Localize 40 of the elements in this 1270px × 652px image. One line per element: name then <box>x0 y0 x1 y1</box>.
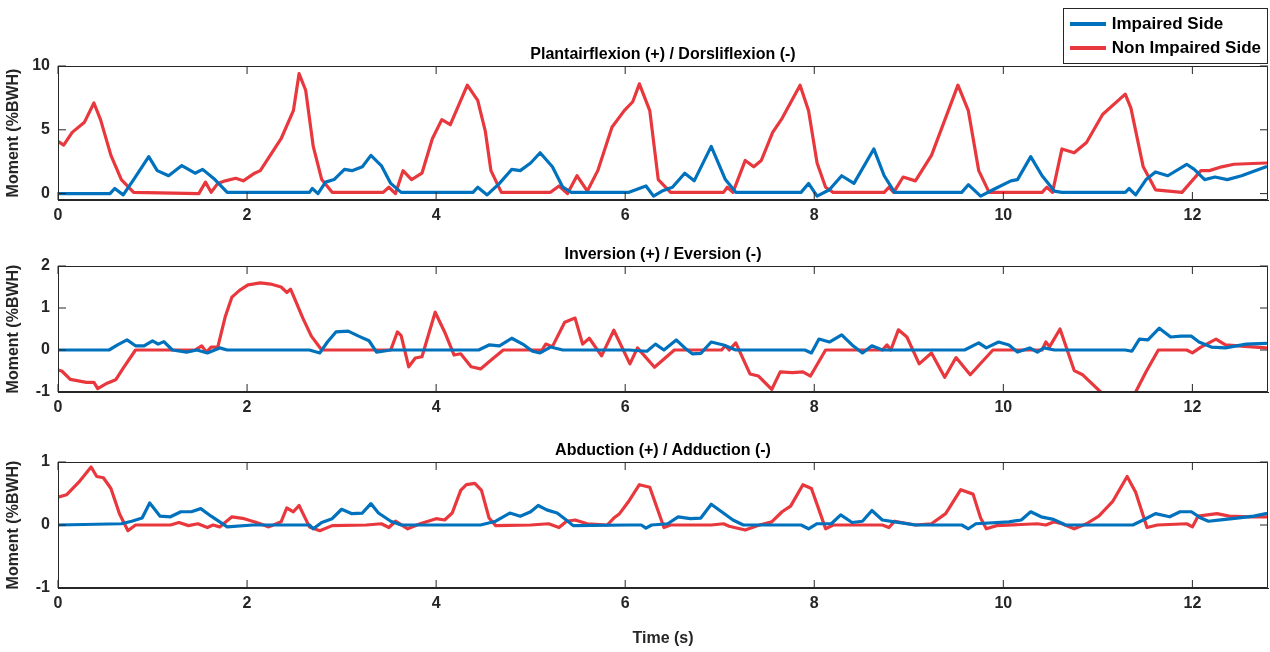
x-tick-label: 8 <box>809 398 819 416</box>
x-tick-label: 10 <box>994 594 1013 612</box>
legend-label: Impaired Side <box>1111 14 1224 34</box>
x-tick-label: 8 <box>809 206 819 224</box>
x-tick-label: 2 <box>242 206 252 224</box>
legend-label: Non Impaired Side <box>1111 38 1261 58</box>
chart-title: Plantairflexion (+) / Dorsliflexion (-) <box>530 45 796 63</box>
y-tick-label: 10 <box>32 56 51 74</box>
x-tick-label: 12 <box>1183 206 1202 224</box>
x-tick-label: 4 <box>431 594 441 612</box>
x-tick-label: 10 <box>994 206 1013 224</box>
y-tick-label: 5 <box>41 120 51 138</box>
chart-title: Inversion (+) / Eversion (-) <box>564 245 762 263</box>
x-tick-label: 6 <box>620 206 630 224</box>
x-tick-label: 4 <box>431 398 441 416</box>
y-tick-label: 1 <box>41 452 51 470</box>
y-tick-label: 0 <box>41 340 51 358</box>
y-tick-label: 0 <box>41 184 51 202</box>
x-tick-label: 4 <box>431 206 441 224</box>
y-tick-label: 2 <box>41 256 51 274</box>
y-tick-label: 0 <box>41 515 51 533</box>
x-tick-label: 12 <box>1183 398 1202 416</box>
x-tick-label: 10 <box>994 398 1013 416</box>
x-tick-label: 0 <box>53 594 63 612</box>
y-axis-title: Moment (%BWH) <box>4 264 22 394</box>
chart-title: Abduction (+) / Adduction (-) <box>555 441 771 459</box>
x-tick-label: 2 <box>242 398 252 416</box>
x-tick-label: 0 <box>53 206 63 224</box>
x-tick-label: 0 <box>53 398 63 416</box>
x-tick-label: 6 <box>620 594 630 612</box>
y-tick-label: -1 <box>35 578 51 596</box>
y-axis-title: Moment (%BWH) <box>4 460 22 590</box>
x-tick-label: 12 <box>1183 594 1202 612</box>
y-tick-label: -1 <box>35 382 51 400</box>
x-tick-label: 8 <box>809 594 819 612</box>
x-tick-label: 6 <box>620 398 630 416</box>
y-tick-label: 1 <box>41 298 51 316</box>
x-axis-title: Time (s) <box>632 628 694 646</box>
x-tick-label: 2 <box>242 594 252 612</box>
y-axis-title: Moment (%BWH) <box>4 68 22 198</box>
